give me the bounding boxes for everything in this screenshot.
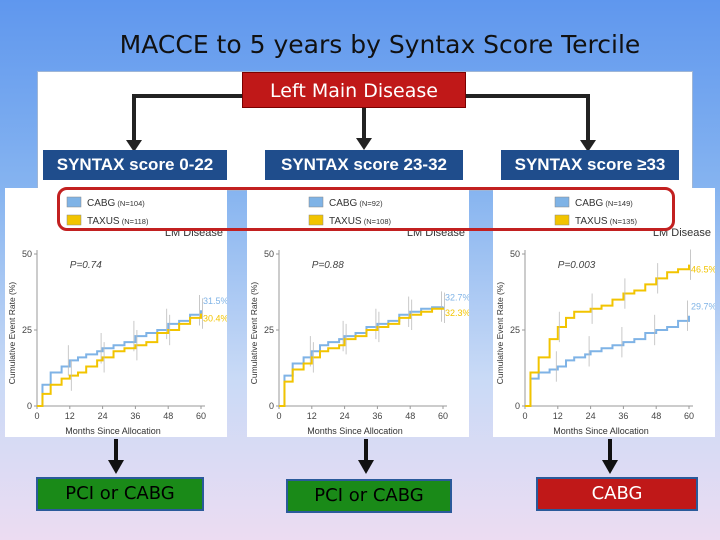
legend-label-cabg: CABG (N=92) (329, 198, 383, 209)
x-tick-label: 48 (163, 411, 173, 421)
legend-label-taxus: TAXUS (N=118) (87, 216, 149, 227)
series-line-taxus (37, 313, 202, 407)
x-tick-label: 36 (130, 411, 140, 421)
x-tick-label: 36 (618, 411, 628, 421)
end-label-taxus: 30.4% (203, 314, 227, 324)
y-tick-label: 0 (269, 401, 274, 411)
series-line-cabg (525, 315, 690, 407)
syntax-mid-box: SYNTAX score 23-32 (265, 150, 463, 180)
x-tick-label: 24 (98, 411, 108, 421)
series-line-taxus (525, 264, 690, 407)
x-tick-label: 12 (553, 411, 563, 421)
x-tick-label: 24 (340, 411, 350, 421)
slide-title: MACCE to 5 years by Syntax Score Tercile (119, 30, 641, 59)
y-tick-label: 50 (510, 249, 520, 259)
outcome-box-high: CABG (536, 477, 698, 511)
p-value: P=0.88 (312, 260, 344, 271)
y-tick-label: 0 (27, 401, 32, 411)
legend-n-cabg: (N=104) (115, 199, 145, 208)
legend-highlight-frame (57, 187, 675, 231)
outcome-box-low: PCI or CABG (36, 477, 204, 511)
x-tick-label: 0 (34, 411, 39, 421)
legend-n-cabg: (N=149) (603, 199, 633, 208)
y-tick-label: 25 (510, 325, 520, 335)
series-line-cabg (37, 310, 202, 407)
x-axis-label: Months Since Allocation (65, 426, 161, 436)
outcome-box-mid: PCI or CABG (286, 479, 452, 513)
x-tick-label: 48 (405, 411, 415, 421)
y-tick-label: 0 (515, 401, 520, 411)
x-tick-label: 0 (276, 411, 281, 421)
legend-label-taxus: TAXUS (N=135) (575, 216, 638, 227)
km-chart-high: CABG (N=149)TAXUS (N=135)LM Disease02550… (495, 196, 715, 436)
legend-label-taxus: TAXUS (N=108) (329, 216, 392, 227)
x-tick-label: 36 (372, 411, 382, 421)
legend-swatch-cabg (554, 196, 570, 208)
legend-swatch-taxus (308, 214, 324, 226)
x-axis-label: Months Since Allocation (553, 426, 649, 436)
km-chart-low: CABG (N=104)TAXUS (N=118)LM Disease02550… (7, 196, 227, 436)
p-value: P=0.003 (558, 260, 596, 271)
end-label-cabg: 29.7% (691, 302, 715, 312)
y-axis-label: Cumulative Event Rate (%) (249, 282, 259, 385)
km-chart-mid: CABG (N=92)TAXUS (N=108)LM Disease025500… (249, 196, 469, 436)
legend-swatch-cabg (66, 196, 82, 208)
end-label-taxus: 46.5% (691, 265, 715, 275)
x-tick-label: 48 (651, 411, 661, 421)
y-axis-label: Cumulative Event Rate (%) (495, 282, 505, 385)
legend-n-taxus: (N=118) (120, 217, 149, 226)
y-tick-label: 50 (22, 249, 32, 259)
legend-swatch-cabg (308, 196, 324, 208)
syntax-high-box: SYNTAX score ≥33 (501, 150, 679, 180)
legend-n-taxus: (N=135) (608, 217, 638, 226)
legend-n-cabg: (N=92) (357, 199, 383, 208)
y-tick-label: 25 (22, 325, 32, 335)
x-tick-label: 60 (438, 411, 448, 421)
end-label-cabg: 31.5% (203, 296, 227, 306)
x-tick-label: 60 (684, 411, 694, 421)
p-value: P=0.74 (70, 260, 102, 271)
end-label-taxus: 32.3% (445, 308, 469, 318)
legend-label-cabg: CABG (N=104) (87, 198, 145, 209)
y-tick-label: 50 (264, 249, 274, 259)
x-tick-label: 24 (586, 411, 596, 421)
x-tick-label: 60 (196, 411, 206, 421)
x-axis-label: Months Since Allocation (307, 426, 403, 436)
legend-swatch-taxus (66, 214, 82, 226)
end-label-cabg: 32.7% (445, 293, 469, 303)
syntax-low-box: SYNTAX score 0-22 (43, 150, 227, 180)
x-tick-label: 12 (65, 411, 75, 421)
series-line-taxus (279, 307, 444, 407)
left-main-disease-box: Left Main Disease (242, 72, 466, 108)
y-axis-label: Cumulative Event Rate (%) (7, 282, 17, 385)
y-tick-label: 25 (264, 325, 274, 335)
legend-label-cabg: CABG (N=149) (575, 198, 633, 209)
legend-n-taxus: (N=108) (362, 217, 392, 226)
x-tick-label: 12 (307, 411, 317, 421)
x-tick-label: 0 (522, 411, 527, 421)
legend-swatch-taxus (554, 214, 570, 226)
